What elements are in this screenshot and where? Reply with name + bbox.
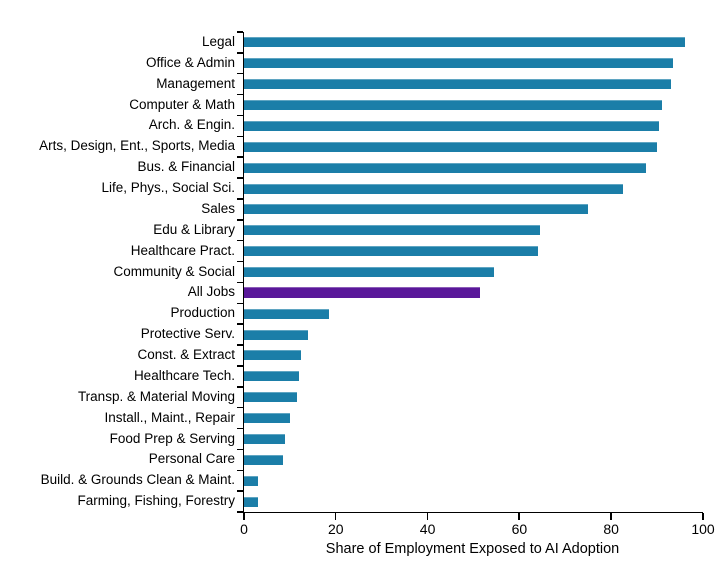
category-label: Management: [156, 75, 235, 91]
y-axis-tick: [237, 406, 243, 409]
category-label: Life, Phys., Social Sci.: [101, 180, 235, 196]
category-label: Build. & Grounds Clean & Maint.: [40, 472, 235, 488]
x-axis-title: Share of Employment Exposed to AI Adopti…: [325, 541, 620, 557]
bar: [244, 100, 662, 111]
x-axis-tick: [243, 513, 245, 520]
y-axis-tick: [237, 323, 243, 325]
category-label: Arch. & Engin.: [148, 117, 235, 133]
y-axis-tick: [237, 511, 243, 513]
category-label: All Jobs: [187, 284, 235, 300]
y-axis-tick: [237, 469, 243, 471]
bar: [244, 267, 495, 277]
bar: [244, 79, 671, 90]
category-label: Healthcare Pract.: [130, 242, 235, 258]
bar: [244, 204, 589, 215]
bar: [244, 183, 623, 194]
bar: [244, 496, 258, 507]
y-axis-tick: [237, 219, 243, 221]
x-axis-tick-label: 20: [328, 521, 344, 537]
category-label: Food Prep & Serving: [109, 430, 235, 446]
category-label: Legal: [201, 34, 235, 49]
y-axis-tick: [237, 281, 243, 284]
category-label: Bus. & Financial: [137, 159, 235, 175]
category-label: Office & Admin: [145, 54, 235, 70]
category-label: Personal Care: [148, 451, 235, 467]
x-axis-tick-label: 60: [511, 521, 528, 537]
bar: [244, 475, 258, 486]
category-label: Protective Serv.: [140, 326, 235, 342]
category-axis-labels: Legal Office & Admin Management Computer & …: [0, 32, 235, 512]
x-axis-tick: [702, 513, 704, 520]
bar: [244, 141, 658, 152]
y-axis-tick: [237, 177, 243, 179]
x-axis-tick-label: 100: [691, 521, 715, 537]
y-axis-tick: [237, 427, 243, 430]
y-axis-tick: [237, 239, 243, 242]
bar: [244, 246, 538, 257]
y-axis-tick: [237, 135, 243, 138]
x-axis-tick: [334, 513, 337, 520]
y-axis-tick: [237, 302, 243, 305]
category-label: Install., Maint., Repair: [104, 409, 235, 425]
y-axis-tick: [237, 365, 243, 367]
x-axis-tick-label: 40: [419, 521, 436, 537]
bar: [244, 350, 302, 361]
category-label: Healthcare Tech.: [133, 367, 235, 383]
y-axis-tick: [237, 93, 243, 96]
bar: [244, 37, 685, 48]
category-label: Sales: [201, 200, 235, 216]
x-axis-tick: [610, 513, 612, 520]
x-axis-tick-label: 80: [603, 521, 619, 537]
bar: [244, 392, 297, 403]
y-axis-tick: [237, 31, 243, 33]
y-axis-tick: [237, 198, 243, 200]
x-axis-tick: [426, 513, 429, 520]
category-label: Transp. & Material Moving: [77, 388, 235, 404]
bar: [244, 308, 329, 319]
y-axis-tick: [237, 52, 243, 54]
category-label: Farming, Fishing, Forestry: [77, 493, 235, 509]
y-axis-tick: [237, 72, 243, 75]
x-axis-tick: [518, 513, 520, 520]
y-axis-tick: [237, 260, 243, 263]
bar: [244, 329, 309, 340]
category-label: Production: [170, 305, 235, 321]
category-label: Community & Social: [113, 263, 235, 279]
category-label: Edu & Library: [153, 221, 235, 237]
bar: [244, 225, 541, 236]
bar: [244, 371, 300, 382]
bar-highlight: [244, 287, 481, 299]
y-axis-tick: [237, 448, 243, 451]
bar: [244, 120, 660, 131]
y-axis-tick: [237, 344, 243, 346]
y-axis-tick: [237, 156, 243, 158]
plot-area: [243, 32, 703, 513]
bar: [244, 58, 674, 69]
x-axis-tick-label: 0: [240, 521, 248, 537]
y-axis-tick: [237, 490, 243, 492]
category-label: Arts, Design, Ent., Sports, Media: [39, 138, 235, 154]
category-label: Computer & Math: [129, 96, 235, 112]
category-label: Const. & Extract: [137, 347, 235, 363]
y-axis-tick: [237, 114, 243, 117]
bar: [244, 454, 283, 465]
bar: [244, 413, 290, 424]
y-axis-tick: [237, 386, 243, 388]
bar: [244, 162, 646, 173]
bar: [244, 433, 286, 444]
